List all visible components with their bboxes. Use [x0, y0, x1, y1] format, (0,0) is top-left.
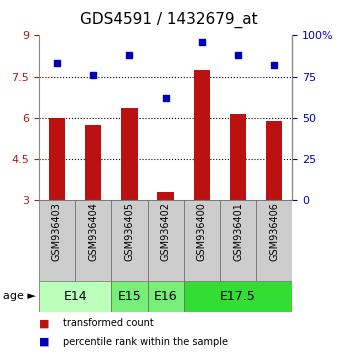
Text: GSM936401: GSM936401 — [233, 202, 243, 261]
Text: E16: E16 — [154, 290, 177, 303]
Bar — [75, 200, 111, 281]
Text: percentile rank within the sample: percentile rank within the sample — [63, 337, 227, 347]
Text: age ►: age ► — [3, 291, 35, 302]
Bar — [194, 70, 210, 200]
Point — [91, 72, 96, 78]
Bar — [266, 121, 283, 200]
Bar — [39, 281, 111, 312]
Bar — [184, 281, 292, 312]
Point — [163, 95, 168, 101]
Point — [199, 39, 204, 45]
Bar — [147, 281, 184, 312]
Text: transformed count: transformed count — [63, 318, 153, 329]
Bar — [184, 200, 220, 281]
Text: GSM936403: GSM936403 — [52, 202, 62, 261]
Text: GSM936400: GSM936400 — [197, 202, 207, 261]
Bar — [39, 200, 75, 281]
Text: ■: ■ — [39, 318, 49, 329]
Text: E15: E15 — [118, 290, 141, 303]
Bar — [230, 114, 246, 200]
Text: GSM936404: GSM936404 — [88, 202, 98, 261]
Point — [127, 52, 132, 58]
Bar — [121, 108, 138, 200]
Point — [235, 52, 241, 58]
Point — [54, 61, 60, 66]
Text: GSM936406: GSM936406 — [269, 202, 279, 261]
Text: E17.5: E17.5 — [220, 290, 256, 303]
Bar — [220, 200, 256, 281]
Bar — [85, 125, 101, 200]
Bar — [256, 200, 292, 281]
Text: GSM936405: GSM936405 — [124, 202, 135, 262]
Bar — [147, 200, 184, 281]
Text: GDS4591 / 1432679_at: GDS4591 / 1432679_at — [80, 11, 258, 28]
Bar — [49, 118, 65, 200]
Text: GSM936402: GSM936402 — [161, 202, 171, 262]
Bar — [111, 281, 147, 312]
Bar — [158, 192, 174, 200]
Bar — [111, 200, 147, 281]
Point — [271, 62, 277, 68]
Text: ■: ■ — [39, 337, 49, 347]
Text: E14: E14 — [63, 290, 87, 303]
